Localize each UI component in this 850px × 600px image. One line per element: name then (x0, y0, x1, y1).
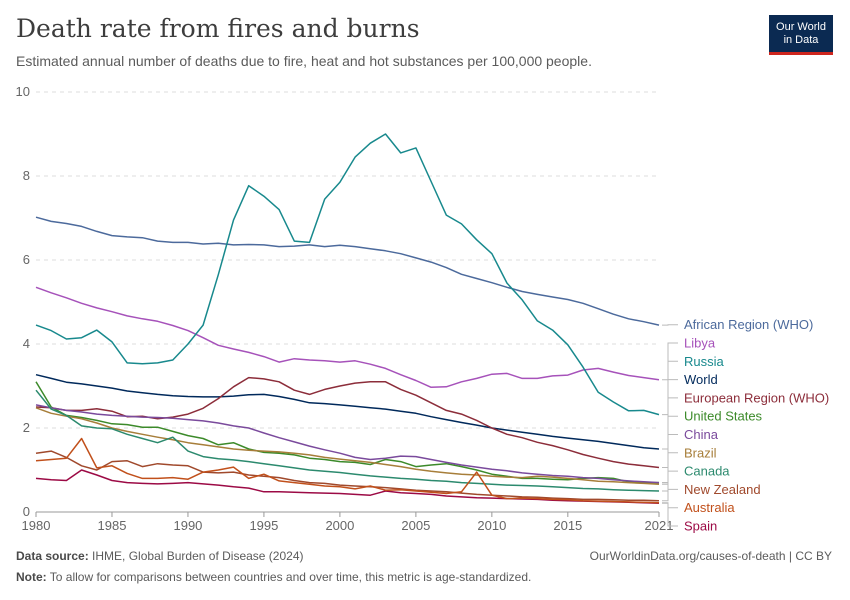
logo-line-2: in Data (783, 33, 819, 46)
label-connector (662, 502, 678, 527)
series-line[interactable] (35, 437, 660, 504)
label-connector (662, 470, 678, 492)
source-text: IHME, Global Burden of Disease (2024) (92, 549, 304, 563)
series-lines (35, 133, 660, 504)
axes: 0 2 4 6 8 10 1980 1985 1990 1995 2000 2005 2010 2015 2… (16, 84, 674, 533)
series-line[interactable] (35, 450, 660, 502)
series-line[interactable] (35, 469, 660, 504)
y-tick-label: 6 (23, 252, 30, 267)
note-line: Note: To allow for comparisons between c… (16, 570, 531, 584)
series-line[interactable] (35, 216, 660, 326)
series-labels: African Region (WHO) Libya Russia World Euro… (662, 317, 829, 534)
x-tick-label: 2000 (325, 518, 354, 533)
series-label[interactable]: Canada (684, 464, 730, 479)
chart-subtitle: Estimated annual number of deaths due to… (16, 53, 592, 69)
label-connector (662, 434, 678, 484)
source-url[interactable]: OurWorldinData.org/causes-of-death | CC … (589, 549, 832, 563)
x-tick-label: 1995 (249, 518, 278, 533)
series-label[interactable]: Russia (684, 354, 725, 369)
label-connector (662, 360, 678, 416)
series-line[interactable] (35, 389, 660, 492)
series-line[interactable] (35, 373, 660, 450)
series-label[interactable]: Spain (684, 519, 717, 534)
series-label[interactable]: China (684, 427, 719, 442)
label-connector (662, 452, 678, 485)
source-label: Data source: (16, 549, 89, 563)
y-tick-label: 4 (23, 336, 30, 351)
label-connector (662, 397, 678, 468)
y-tick-label: 2 (23, 420, 30, 435)
series-label[interactable]: African Region (WHO) (684, 317, 813, 332)
x-tick-label: 2005 (401, 518, 430, 533)
owid-logo[interactable]: Our World in Data (769, 15, 833, 55)
series-line[interactable] (35, 404, 660, 484)
logo-line-1: Our World (776, 20, 826, 33)
y-tick-label: 0 (23, 504, 30, 519)
grid-lines (36, 91, 659, 429)
x-tick-label: 2021 (645, 518, 674, 533)
note-text: To allow for comparisons between countri… (49, 570, 532, 584)
series-label[interactable]: New Zealand (684, 482, 761, 497)
label-connector (662, 488, 678, 502)
series-line[interactable] (35, 381, 659, 484)
x-tick-label: 2010 (477, 518, 506, 533)
y-tick-label: 10 (16, 84, 30, 99)
y-tick-label: 8 (23, 168, 30, 183)
series-label[interactable]: European Region (WHO) (684, 390, 829, 405)
x-tick-label: 1985 (98, 518, 127, 533)
series-line[interactable] (35, 407, 660, 486)
series-label[interactable]: Australia (684, 500, 735, 515)
series-label[interactable]: United States (684, 409, 763, 424)
series-line[interactable] (35, 286, 660, 389)
series-label[interactable]: Brazil (684, 445, 717, 460)
series-label[interactable]: World (684, 372, 718, 387)
x-tick-label: 1990 (173, 518, 202, 533)
x-tick-label: 2015 (553, 518, 582, 533)
x-tick-label: 1980 (22, 518, 51, 533)
chart-title: Death rate from fires and burns (16, 14, 420, 43)
series-line[interactable] (35, 133, 660, 416)
series-label[interactable]: Libya (684, 336, 716, 351)
source-line: Data source: IHME, Global Burden of Dise… (16, 549, 303, 563)
note-label: Note: (16, 570, 47, 584)
